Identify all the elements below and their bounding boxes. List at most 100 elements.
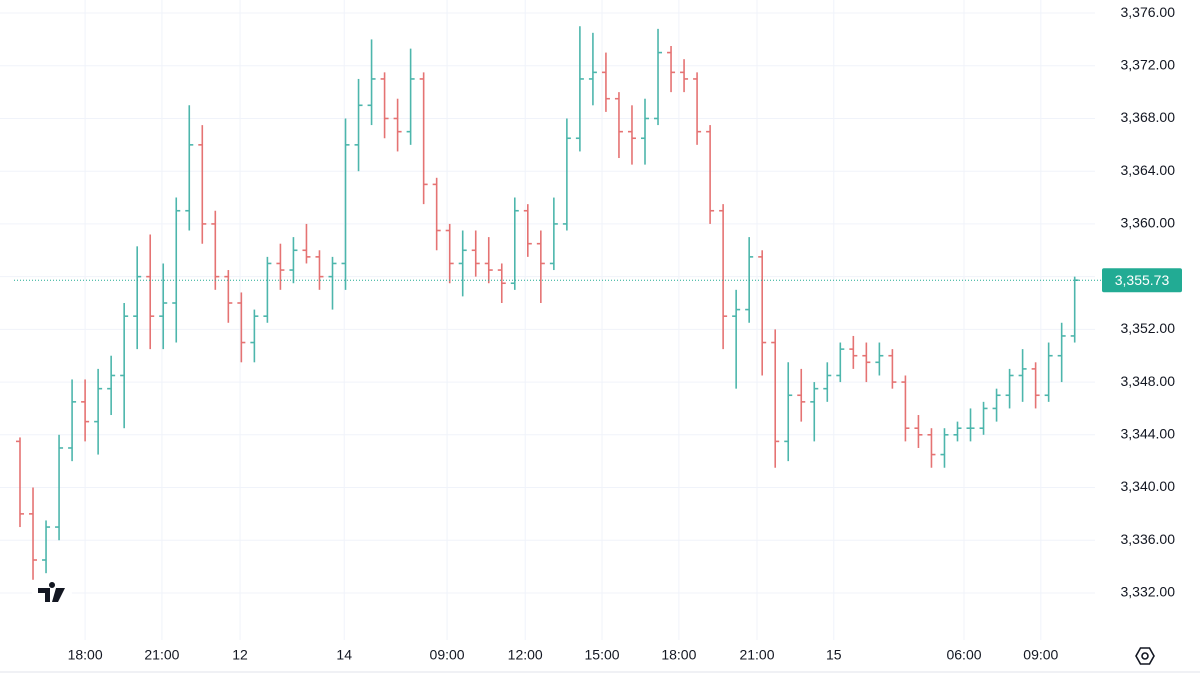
y-tick-label: 3,348.00 — [1121, 373, 1176, 389]
ohlc-bar — [562, 118, 571, 231]
ohlc-bar — [979, 401, 988, 435]
ohlc-bar — [614, 92, 623, 159]
y-tick-label: 3,360.00 — [1121, 215, 1176, 231]
ohlc-bar — [29, 487, 38, 580]
ohlc-bar — [940, 428, 949, 468]
ohlc-bar — [497, 263, 506, 303]
ohlc-bar — [341, 118, 350, 290]
ohlc-bar — [784, 362, 793, 462]
ohlc-bar — [1018, 349, 1027, 402]
logo-bg — [32, 574, 72, 614]
ohlc-bar — [836, 342, 845, 383]
y-tick-label: 3,332.00 — [1121, 584, 1176, 600]
ohlc-bar — [680, 59, 689, 93]
ohlc-bar — [966, 408, 975, 442]
ohlc-bar — [1057, 322, 1066, 383]
ohlc-bar — [601, 52, 610, 112]
axes: 3,376.00 3,372.00 3,368.00 3,364.00 3,360.00… — [14, 4, 1182, 663]
ohlc-bar — [654, 28, 663, 126]
bars — [16, 26, 1079, 580]
y-tick-label: 3,368.00 — [1121, 109, 1176, 125]
ohlc-bar — [823, 362, 832, 402]
settings-button[interactable] — [1135, 647, 1155, 665]
ohlc-bar — [849, 335, 858, 369]
ohlc-bar — [888, 349, 897, 389]
y-tick-label: 3,340.00 — [1121, 478, 1176, 494]
ohlc-bar — [133, 246, 142, 350]
ohlc-bar — [1005, 368, 1014, 409]
ohlc-bar — [55, 434, 64, 541]
ohlc-bar — [693, 72, 702, 145]
last-price-label: 3,355.73 — [1115, 272, 1170, 288]
y-tick-label: 3,336.00 — [1121, 531, 1176, 547]
ohlc-bar — [172, 197, 181, 343]
x-tick-label: 21:00 — [144, 647, 179, 663]
x-tick-label: 18:00 — [661, 647, 696, 663]
ohlc-bar — [484, 237, 493, 284]
grid — [0, 0, 1095, 640]
ohlc-bar — [159, 263, 168, 350]
ohlc-bar — [719, 204, 728, 350]
y-tick-label: 3,364.00 — [1121, 162, 1176, 178]
settings-icon-center[interactable] — [1141, 652, 1149, 660]
ohlc-bar — [706, 125, 715, 224]
logo-mark — [38, 582, 65, 602]
ohlc-bar — [68, 379, 77, 462]
ohlc-bar — [237, 292, 246, 363]
ohlc-bar — [575, 26, 584, 152]
ohlc-bar — [1031, 362, 1040, 409]
ohlc-bar — [94, 368, 103, 455]
ohlc-bar — [315, 250, 324, 290]
ohlc-bar — [875, 342, 884, 376]
ohlc-bar — [224, 270, 233, 323]
x-tick-label: 09:00 — [1023, 647, 1058, 663]
ohlc-bar — [627, 105, 636, 165]
ohlc-bar — [458, 230, 467, 297]
ohlc-bar — [797, 368, 806, 422]
ohlc-bar — [432, 177, 441, 251]
x-tick-label: 21:00 — [739, 647, 774, 663]
y-tick-label: 3,376.00 — [1121, 4, 1176, 20]
ohlc-bar — [771, 329, 780, 468]
ohlc-bar — [328, 256, 337, 310]
y-tick-label: 3,372.00 — [1121, 56, 1176, 72]
y-tick-label: 3,344.00 — [1121, 425, 1176, 441]
ohlc-bar — [276, 243, 285, 290]
x-tick-label: 14 — [336, 647, 352, 663]
ohlc-bar — [185, 105, 194, 231]
ohlc-bar — [445, 223, 454, 284]
ohlc-bar — [641, 98, 649, 165]
ohlc-bar — [1044, 342, 1053, 402]
ohlc-bar — [120, 302, 129, 429]
settings-icon[interactable] — [1135, 647, 1155, 665]
ohlc-bar — [289, 237, 298, 284]
ohlc-bar — [211, 210, 220, 290]
x-tick-label: 15:00 — [585, 647, 620, 663]
ohlc-bar — [263, 256, 272, 323]
ohlc-bar — [380, 72, 389, 139]
ohlc-bar — [406, 48, 415, 145]
ohlc-bar — [471, 230, 480, 277]
ohlc-bar — [667, 45, 676, 93]
x-tick-label: 12 — [232, 647, 248, 663]
ohlc-bar — [810, 382, 819, 442]
ohlc-bar — [250, 309, 259, 363]
x-tick-label: 18:00 — [68, 647, 103, 663]
ohlc-bar — [901, 375, 910, 442]
ohlc-bar — [146, 234, 155, 350]
ohlc-bar — [81, 379, 90, 442]
ohlc-bar — [953, 421, 962, 442]
ohlc-bar — [510, 197, 519, 290]
ohlc-bar — [367, 39, 376, 126]
ohlc-bar — [536, 230, 545, 303]
ohlc-bar — [588, 32, 597, 106]
x-tick-label: 06:00 — [946, 647, 981, 663]
x-tick-label: 09:00 — [430, 647, 465, 663]
last-price-box — [1102, 268, 1182, 293]
ohlc-bar — [862, 342, 871, 383]
ohlc-bar — [549, 197, 558, 271]
y-tick-label: 3,352.00 — [1121, 320, 1176, 336]
ohlc-bar — [419, 72, 428, 205]
